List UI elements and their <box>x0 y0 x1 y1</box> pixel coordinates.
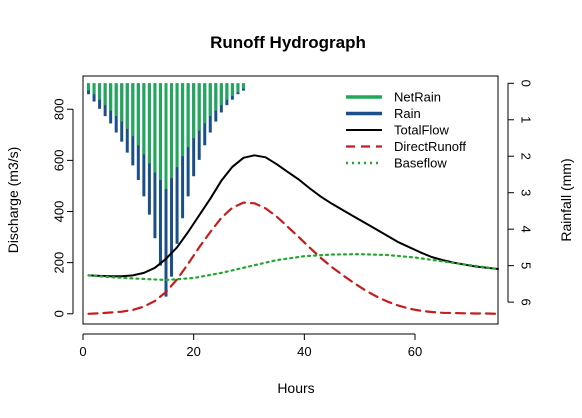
flow-lines <box>87 154 500 315</box>
y2-tick-label: 6 <box>519 299 534 306</box>
x-tick-label: 60 <box>408 344 422 359</box>
legend-item-directrunoff: DirectRunoff <box>346 139 466 154</box>
legend-label: Baseflow <box>394 156 447 171</box>
y-tick-label: 800 <box>52 98 67 120</box>
x-tick-label: 0 <box>79 344 86 359</box>
legend-label: TotalFlow <box>394 123 450 138</box>
y2-tick-label: 4 <box>519 226 534 233</box>
bar-series-netrain <box>87 83 245 190</box>
y-axis-label: Discharge (m3/s) <box>5 147 21 254</box>
series-line-totalflow <box>87 154 499 278</box>
legend-item-rain: Rain <box>346 106 421 121</box>
legend-item-baseflow: Baseflow <box>346 156 447 171</box>
y2-axis-label: Rainfall (mm) <box>558 158 574 241</box>
y-tick-label: 0 <box>52 310 67 317</box>
legend-label: DirectRunoff <box>394 139 466 154</box>
y2-tick-label: 1 <box>519 116 534 123</box>
y2-tick-label: 3 <box>519 189 534 196</box>
series-line-baseflow <box>87 253 500 282</box>
chart-title: Runoff Hydrograph <box>210 33 366 52</box>
x-tick-label: 40 <box>297 344 311 359</box>
x-axis-label: Hours <box>277 380 314 396</box>
legend-item-netrain: NetRain <box>346 90 441 105</box>
legend-item-totalflow: TotalFlow <box>346 123 450 138</box>
y2-tick-label: 0 <box>519 80 534 87</box>
y-tick-label: 200 <box>52 252 67 274</box>
legend-label: NetRain <box>394 90 441 105</box>
rain-bars <box>87 83 245 297</box>
plot-frame <box>82 75 499 325</box>
y-tick-label: 600 <box>52 150 67 172</box>
legend-label: Rain <box>394 106 421 121</box>
x-tick-label: 20 <box>186 344 200 359</box>
y2-tick-label: 5 <box>519 262 534 269</box>
y2-tick-label: 2 <box>519 153 534 160</box>
y-tick-label: 400 <box>52 201 67 223</box>
series-line-directrunoff <box>87 201 500 315</box>
